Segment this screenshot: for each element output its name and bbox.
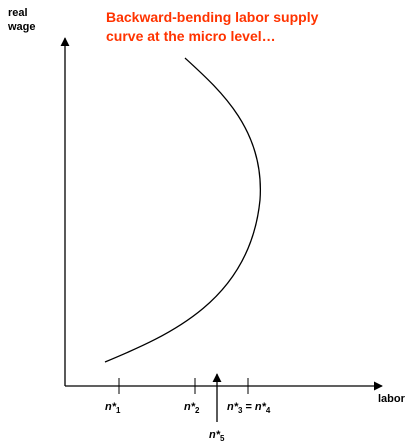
- title-line: curve at the micro level…: [106, 28, 276, 44]
- x-label: n*1: [105, 401, 121, 415]
- y-axis-label: wage: [7, 21, 36, 33]
- x-label: n*3 = n*4: [227, 401, 271, 415]
- y-axis-label: real: [8, 7, 28, 19]
- x-axis-label: labor: [378, 393, 406, 405]
- x-label: n*5: [209, 429, 225, 443]
- x-label: n*2: [184, 401, 200, 415]
- supply-curve: [104, 57, 261, 363]
- title-line: Backward-bending labor supply: [106, 9, 319, 25]
